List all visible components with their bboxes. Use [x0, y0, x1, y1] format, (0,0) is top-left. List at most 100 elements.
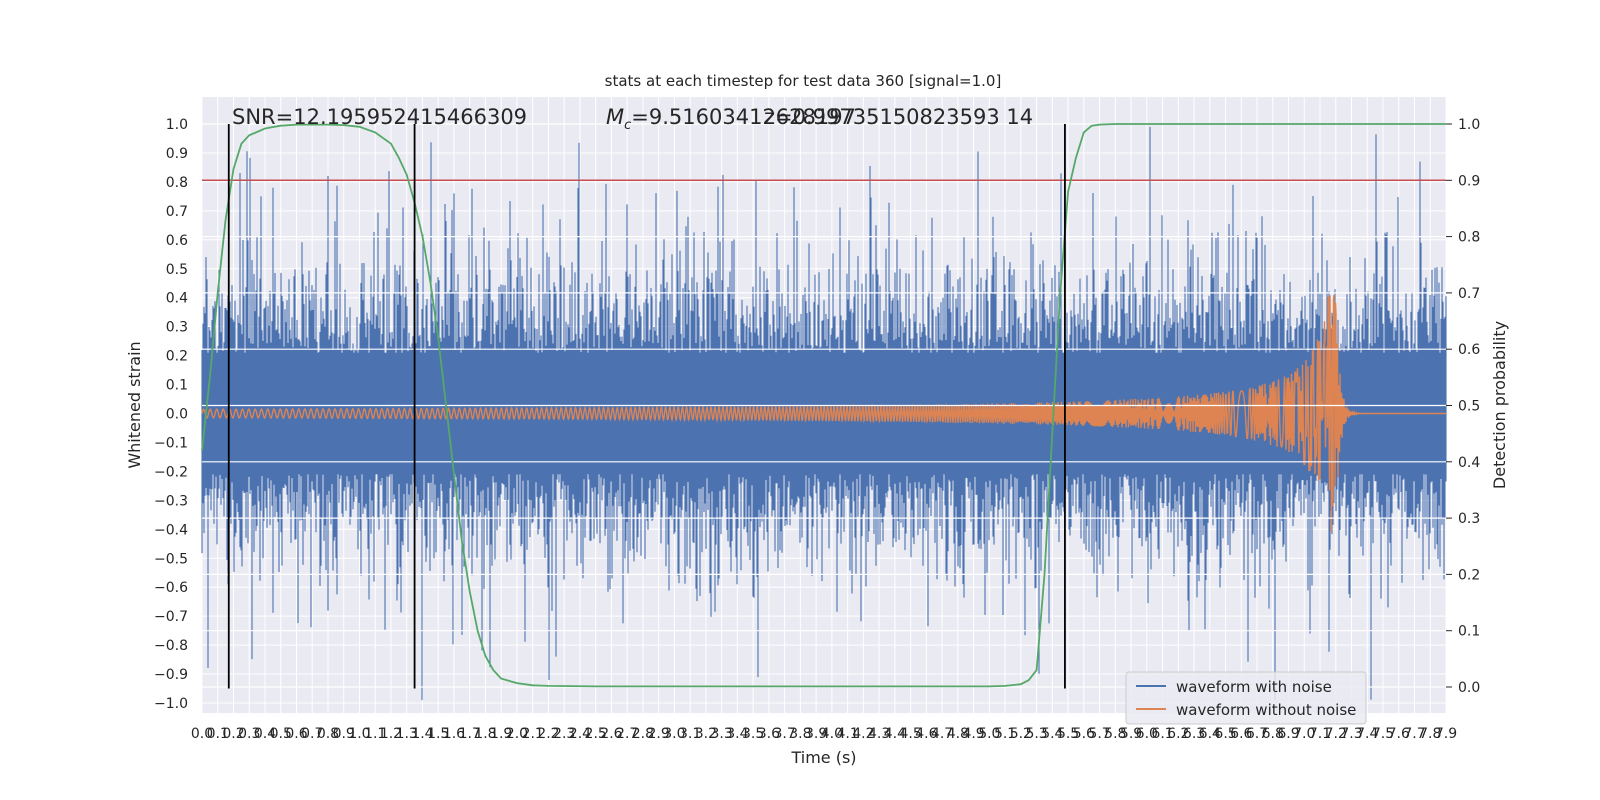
mc-subscript: c — [624, 118, 631, 133]
x-tick-label: 2.8 — [632, 726, 654, 742]
x-tick-label: 7.2 — [1325, 726, 1347, 742]
x-tick-label: 5.8 — [1104, 726, 1126, 742]
x-tick-label: 3.5 — [742, 726, 764, 742]
mc-annotation: Mc=9.51603412628197 — [606, 105, 856, 133]
x-tick-label: 6.9 — [1277, 726, 1299, 742]
x-tick-label: 5.5 — [1057, 726, 1079, 742]
x-tick-label: 5.0 — [978, 726, 1000, 742]
x-tick-label: 5.1 — [994, 726, 1016, 742]
probability-line — [201, 123, 1446, 688]
x-tick-label: 1.7 — [459, 726, 481, 742]
y-tick-label: 0.3 — [166, 320, 188, 336]
y-axis-label: Whitened strain — [125, 341, 144, 468]
x-tick-label: 0.5 — [270, 726, 292, 742]
y-tick-label: −0.7 — [154, 609, 188, 625]
x-tick-label: 6.4 — [1199, 726, 1221, 742]
x-tick-label: 7.9 — [1435, 726, 1457, 742]
y-tick-label: −0.5 — [154, 551, 188, 567]
y-tick-label: 0.8 — [166, 175, 188, 191]
y2-tick-label: 0.2 — [1458, 567, 1480, 583]
x-tick-label: 3.9 — [805, 726, 827, 742]
x-tick-label: 1.1 — [364, 726, 386, 742]
x-tick-label: 7.5 — [1372, 726, 1394, 742]
x-tick-label: 6.6 — [1230, 726, 1252, 742]
x-tick-label: 3.1 — [679, 726, 701, 742]
legend: waveform with noise waveform without noi… — [1125, 671, 1367, 725]
x-tick-label: 1.4 — [411, 726, 433, 742]
y-tick-label: −0.1 — [154, 435, 188, 451]
x-tick-label: 6.5 — [1214, 726, 1236, 742]
x-tick-label: 4.3 — [868, 726, 890, 742]
x-tick-label: 0.4 — [254, 726, 276, 742]
x-tick-label: 6.1 — [1151, 726, 1173, 742]
y-tick-label: −0.2 — [154, 464, 188, 480]
y-tick-label: 0.0 — [166, 407, 188, 423]
x-tick-label: 5.9 — [1120, 726, 1142, 742]
chart-title: stats at each timestep for test data 360… — [605, 72, 1002, 90]
y-tick-label: −0.9 — [154, 667, 188, 683]
x-tick-label: 4.2 — [852, 726, 874, 742]
y2-axis-label: Detection probability — [1490, 321, 1509, 489]
legend-label-noise: waveform with noise — [1176, 678, 1332, 696]
y2-tick-label: 0.1 — [1458, 624, 1480, 640]
x-tick-label: 2.9 — [648, 726, 670, 742]
x-tick-label: 7.7 — [1403, 726, 1425, 742]
y2-tick-label: 0.6 — [1458, 342, 1480, 358]
x-tick-label: 2.1 — [522, 726, 544, 742]
x-tick-label: 0.8 — [317, 726, 339, 742]
snr-annotation: SNR=12.195952415466309 — [232, 105, 527, 129]
x-tick-label: 1.8 — [474, 726, 496, 742]
x-tick-label: 3.0 — [663, 726, 685, 742]
y-tick-label: −0.4 — [154, 522, 188, 538]
y2-tick-label: 0.8 — [1458, 230, 1480, 246]
x-tick-label: 7.3 — [1340, 726, 1362, 742]
y2-tick-label: 0.4 — [1458, 455, 1480, 471]
x-tick-label: 1.0 — [348, 726, 370, 742]
legend-label-clean: waveform without noise — [1176, 701, 1356, 719]
vertical-marker-lines — [227, 124, 1066, 689]
x-tick-label: 0.2 — [222, 726, 244, 742]
x-tick-label: 2.5 — [585, 726, 607, 742]
redshift-annotation: z=0.99735150823593 14 — [764, 105, 1033, 129]
y-tick-label: 0.6 — [166, 233, 188, 249]
x-tick-label: 2.4 — [569, 726, 591, 742]
y-tick-label: 0.1 — [166, 378, 188, 394]
x-tick-label: 5.4 — [1041, 726, 1063, 742]
x-tick-label: 1.2 — [380, 726, 402, 742]
x-tick-label: 3.8 — [789, 726, 811, 742]
x-tick-label: 4.5 — [899, 726, 921, 742]
x-tick-label: 5.2 — [1010, 726, 1032, 742]
x-tick-label: 6.0 — [1136, 726, 1158, 742]
x-tick-label: 0.1 — [207, 726, 229, 742]
x-axis-label: Time (s) — [790, 748, 856, 767]
x-tick-label: 1.9 — [490, 726, 512, 742]
x-tick-label: 7.6 — [1388, 726, 1410, 742]
x-tick-label: 2.3 — [553, 726, 575, 742]
x-tick-label: 6.2 — [1167, 726, 1189, 742]
x-tick-label: 7.1 — [1309, 726, 1331, 742]
y-tick-label: 0.2 — [166, 349, 188, 365]
x-tick-label: 5.7 — [1088, 726, 1110, 742]
x-tick-label: 2.0 — [506, 726, 528, 742]
y-tick-label: −1.0 — [154, 696, 188, 712]
x-tick-label: 0.9 — [333, 726, 355, 742]
mc-symbol: M — [606, 105, 624, 129]
x-tick-label: 5.6 — [1073, 726, 1095, 742]
probability-series — [201, 123, 1446, 688]
x-tick-label: 5.3 — [1025, 726, 1047, 742]
x-tick-label: 4.7 — [931, 726, 953, 742]
y-tick-label: 0.7 — [166, 204, 188, 220]
y-tick-label: −0.8 — [154, 638, 188, 654]
y-tick-label: 0.9 — [166, 146, 188, 162]
x-tick-label: 4.8 — [947, 726, 969, 742]
x-tick-label: 3.4 — [726, 726, 748, 742]
y2-tick-label: 0.3 — [1458, 511, 1480, 527]
y2-axis-ticks: 1.0 0.9 0.8 0.7 0.6 0.5 0.4 0.3 0.2 0.1 0.0 — [1446, 117, 1480, 696]
x-tick-label: 0.6 — [285, 726, 307, 742]
clean-waveform-series — [201, 294, 1446, 533]
x-tick-label: 4.0 — [821, 726, 843, 742]
y-tick-label: −0.3 — [154, 493, 188, 509]
y2-tick-label: 1.0 — [1458, 117, 1480, 133]
y-tick-label: −0.6 — [154, 580, 188, 596]
